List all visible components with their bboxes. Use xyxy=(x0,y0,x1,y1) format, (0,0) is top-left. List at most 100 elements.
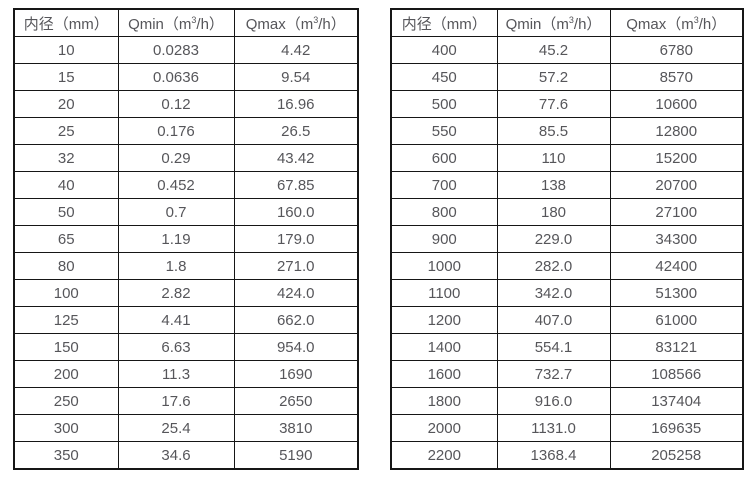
header-text: Qmax（m xyxy=(245,15,314,33)
table-cell: 554.1 xyxy=(496,333,611,361)
table-cell: 450 xyxy=(390,63,498,91)
table-cell: 83121 xyxy=(609,333,744,361)
table-cell: 45.2 xyxy=(496,36,611,64)
table-cell: 80 xyxy=(13,252,119,280)
table-cell: 1100 xyxy=(390,279,498,307)
table-cell: 8570 xyxy=(609,63,744,91)
table-cell: 0.7 xyxy=(117,198,235,226)
table-cell: 662.0 xyxy=(233,306,359,334)
table-cell: 700 xyxy=(390,171,498,199)
header-text: 内径（mm） xyxy=(401,15,487,33)
table-cell: 125 xyxy=(13,306,119,334)
table-cell: 1.8 xyxy=(117,252,235,280)
table-row: 500 77.6 10600 xyxy=(390,90,744,118)
table-row: 65 1.19 179.0 xyxy=(13,225,359,253)
table-cell: 407.0 xyxy=(496,306,611,334)
table-cell: 424.0 xyxy=(233,279,359,307)
table-cell: 1131.0 xyxy=(496,414,611,442)
table-row: 20 0.12 16.96 xyxy=(13,90,359,118)
flow-table-large-diameters: 内径（mm） Qmin（m3/h） Qmax（m3/h） 400 45.2 6780… xyxy=(390,8,744,470)
header-row: 内径（mm） Qmin（m3/h） Qmax（m3/h） xyxy=(13,8,359,37)
header-text: 内径（mm） xyxy=(23,15,109,33)
header-text: /h） xyxy=(573,15,602,33)
table-cell: 10 xyxy=(13,36,119,64)
table-cell: 169635 xyxy=(609,414,744,442)
table-body-small-diameters: 10 0.0283 4.42 15 0.0636 9.54 20 0.12 16.96 25 0.1… xyxy=(13,36,359,470)
table-row: 125 4.41 662.0 xyxy=(13,306,359,334)
table-cell: 57.2 xyxy=(496,63,611,91)
table-cell: 300 xyxy=(13,414,119,442)
column-header-qmax: Qmax（m3/h） xyxy=(609,8,744,37)
table-cell: 732.7 xyxy=(496,360,611,388)
table-row: 800 180 27100 xyxy=(390,198,744,226)
table-cell: 150 xyxy=(13,333,119,361)
table-cell: 50 xyxy=(13,198,119,226)
table-cell: 271.0 xyxy=(233,252,359,280)
table-cell: 1400 xyxy=(390,333,498,361)
table-row: 1800 916.0 137404 xyxy=(390,387,744,415)
table-cell: 0.452 xyxy=(117,171,235,199)
table-cell: 77.6 xyxy=(496,90,611,118)
table-cell: 42400 xyxy=(609,252,744,280)
table-cell: 108566 xyxy=(609,360,744,388)
header-text: /h） xyxy=(698,15,727,33)
table-cell: 200 xyxy=(13,360,119,388)
table-row: 10 0.0283 4.42 xyxy=(13,36,359,64)
table-cell: 85.5 xyxy=(496,117,611,145)
table-cell: 282.0 xyxy=(496,252,611,280)
table-cell: 27100 xyxy=(609,198,744,226)
table-cell: 1800 xyxy=(390,387,498,415)
table-cell: 2.82 xyxy=(117,279,235,307)
table-cell: 2650 xyxy=(233,387,359,415)
table-row: 150 6.63 954.0 xyxy=(13,333,359,361)
table-cell: 65 xyxy=(13,225,119,253)
column-header-qmin: Qmin（m3/h） xyxy=(117,8,235,37)
table-cell: 1368.4 xyxy=(496,441,611,470)
table-cell: 15200 xyxy=(609,144,744,172)
table-row: 1000 282.0 42400 xyxy=(390,252,744,280)
header-superscript: 3 xyxy=(191,14,197,25)
table-cell: 17.6 xyxy=(117,387,235,415)
table-cell: 11.3 xyxy=(117,360,235,388)
table-cell: 34300 xyxy=(609,225,744,253)
table-row: 450 57.2 8570 xyxy=(390,63,744,91)
table-cell: 4.42 xyxy=(233,36,359,64)
header-superscript: 3 xyxy=(693,14,699,25)
column-header-diameter: 内径（mm） xyxy=(390,8,498,37)
table-cell: 1200 xyxy=(390,306,498,334)
table-cell: 0.29 xyxy=(117,144,235,172)
table-cell: 20700 xyxy=(609,171,744,199)
table-cell: 61000 xyxy=(609,306,744,334)
header-text: Qmin（m xyxy=(128,15,192,33)
table-row: 40 0.452 67.85 xyxy=(13,171,359,199)
table-cell: 205258 xyxy=(609,441,744,470)
header-superscript: 3 xyxy=(568,14,574,25)
table-cell: 6780 xyxy=(609,36,744,64)
table-cell: 25.4 xyxy=(117,414,235,442)
column-header-qmax: Qmax（m3/h） xyxy=(233,8,359,37)
column-header-qmin: Qmin（m3/h） xyxy=(496,8,611,37)
column-header-diameter: 内径（mm） xyxy=(13,8,119,37)
table-cell: 250 xyxy=(13,387,119,415)
table-cell: 51300 xyxy=(609,279,744,307)
table-cell: 350 xyxy=(13,441,119,470)
table-cell: 43.42 xyxy=(233,144,359,172)
table-cell: 12800 xyxy=(609,117,744,145)
table-cell: 9.54 xyxy=(233,63,359,91)
table-row: 2000 1131.0 169635 xyxy=(390,414,744,442)
table-row: 600 110 15200 xyxy=(390,144,744,172)
header-text: Qmin（m xyxy=(505,15,569,33)
table-cell: 15 xyxy=(13,63,119,91)
table-row: 250 17.6 2650 xyxy=(13,387,359,415)
table-cell: 0.0636 xyxy=(117,63,235,91)
table-cell: 550 xyxy=(390,117,498,145)
table-cell: 0.176 xyxy=(117,117,235,145)
table-cell: 137404 xyxy=(609,387,744,415)
table-cell: 179.0 xyxy=(233,225,359,253)
table-cell: 800 xyxy=(390,198,498,226)
table-body-large-diameters: 400 45.2 6780 450 57.2 8570 500 77.6 10600 550 85.… xyxy=(390,36,744,470)
table-cell: 180 xyxy=(496,198,611,226)
table-cell: 954.0 xyxy=(233,333,359,361)
table-row: 80 1.8 271.0 xyxy=(13,252,359,280)
table-cell: 5190 xyxy=(233,441,359,470)
